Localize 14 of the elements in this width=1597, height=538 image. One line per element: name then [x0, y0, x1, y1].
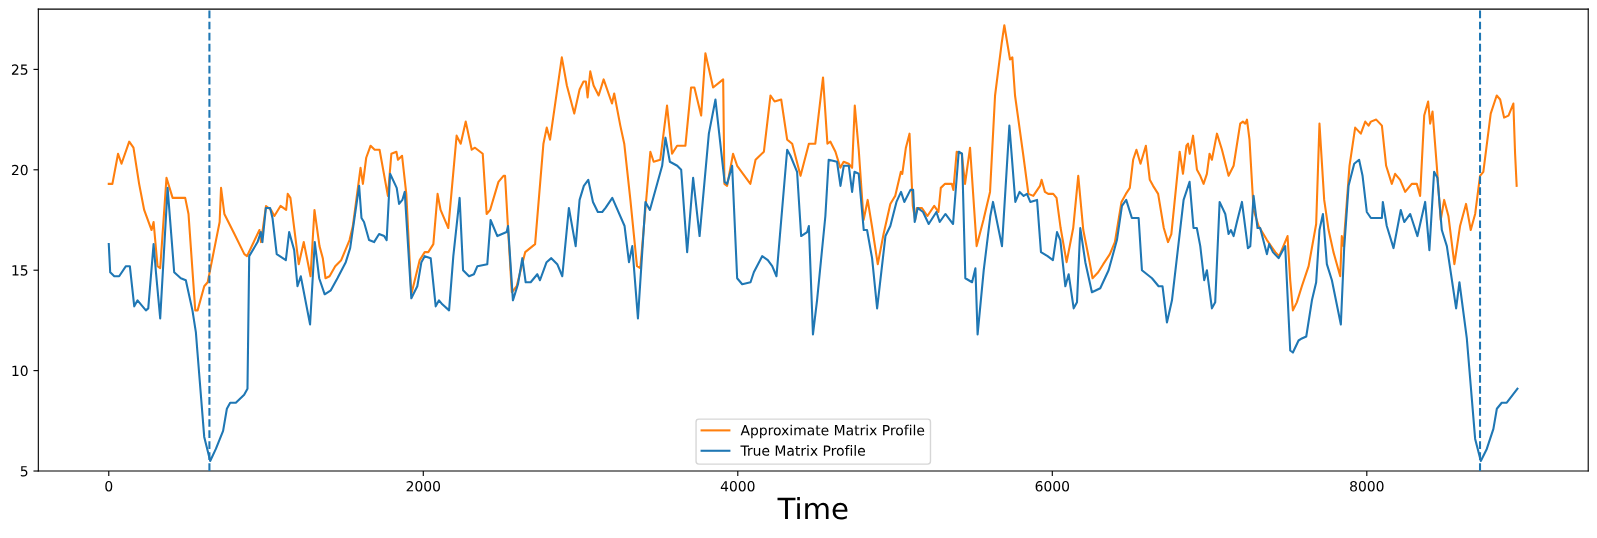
x-tick-label: 0: [105, 480, 113, 492]
y-tick-label: 5: [20, 466, 28, 477]
x-tick-label: 8000: [1350, 480, 1384, 492]
legend-label: True Matrix Profile: [740, 445, 865, 456]
line-series: [107, 24, 1518, 312]
x-tick-label: 6000: [1035, 480, 1070, 492]
legend-label: Approximate Matrix Profile: [740, 424, 925, 439]
y-tick-label: 10: [12, 365, 28, 377]
y-tick-label: 25: [11, 64, 28, 75]
y-tick-label: 20: [11, 164, 28, 176]
y-tick-label: 15: [12, 265, 28, 276]
x-tick-label: 2000: [406, 480, 441, 492]
x-tick-label: 4000: [720, 480, 755, 492]
x-axis-title: Time: [777, 496, 848, 520]
